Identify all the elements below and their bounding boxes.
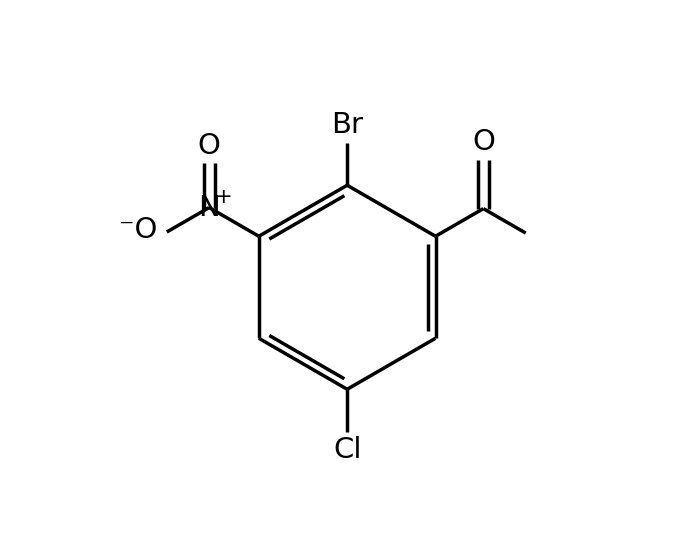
Text: O: O	[472, 128, 495, 156]
Text: +: +	[214, 187, 232, 207]
Text: O: O	[198, 132, 221, 160]
Text: ⁻O: ⁻O	[119, 216, 157, 245]
Text: N: N	[198, 194, 220, 221]
Text: Br: Br	[331, 111, 363, 139]
Text: Cl: Cl	[333, 436, 362, 464]
